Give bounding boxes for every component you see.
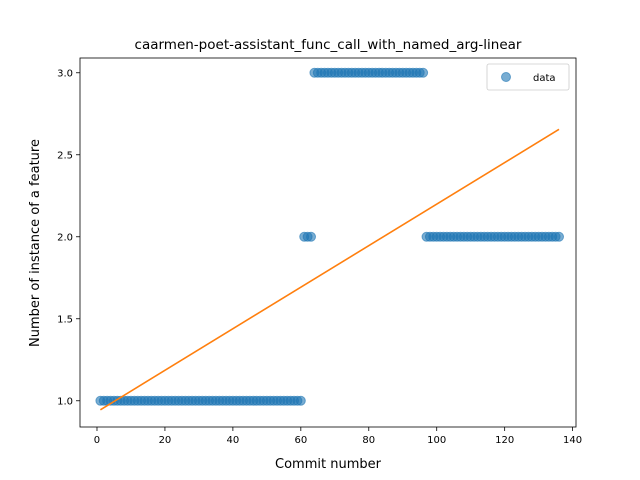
x-tick-label: 0: [94, 435, 100, 446]
data-point: [295, 395, 306, 406]
x-tick-label: 20: [159, 435, 172, 446]
x-tick-label: 80: [362, 435, 375, 446]
axes-frame: [79, 57, 577, 428]
legend-box: [486, 63, 570, 91]
plot-area: [95, 67, 565, 411]
y-tick-label: 2.0: [57, 232, 73, 243]
data-point: [418, 67, 429, 78]
fit-line: [99, 128, 560, 411]
legend-label-data: data: [533, 73, 556, 84]
y-tick-label: 1.0: [57, 396, 73, 407]
x-tick-label: 100: [427, 435, 446, 446]
x-tick-label: 40: [227, 435, 240, 446]
axis-ticks: 0 20 40 60 80 100 120 140 1.0 1.5 2.0 2.5 3.0: [57, 68, 582, 446]
y-tick-label: 2.5: [57, 150, 73, 161]
data-point: [306, 231, 317, 242]
x-axis-label: Commit number: [275, 457, 382, 472]
data-point: [554, 231, 565, 242]
y-tick-label: 3.0: [57, 68, 73, 79]
legend-marker-data: [501, 72, 511, 82]
x-tick-label: 140: [563, 435, 582, 446]
y-axis-label: Number of instance of a feature: [28, 139, 43, 347]
x-tick-label: 120: [495, 435, 514, 446]
chart-title: caarmen-poet-assistant_func_call_with_na…: [135, 37, 522, 53]
legend: data: [486, 63, 570, 91]
x-tick-label: 60: [294, 435, 307, 446]
y-tick-label: 1.5: [57, 314, 73, 325]
